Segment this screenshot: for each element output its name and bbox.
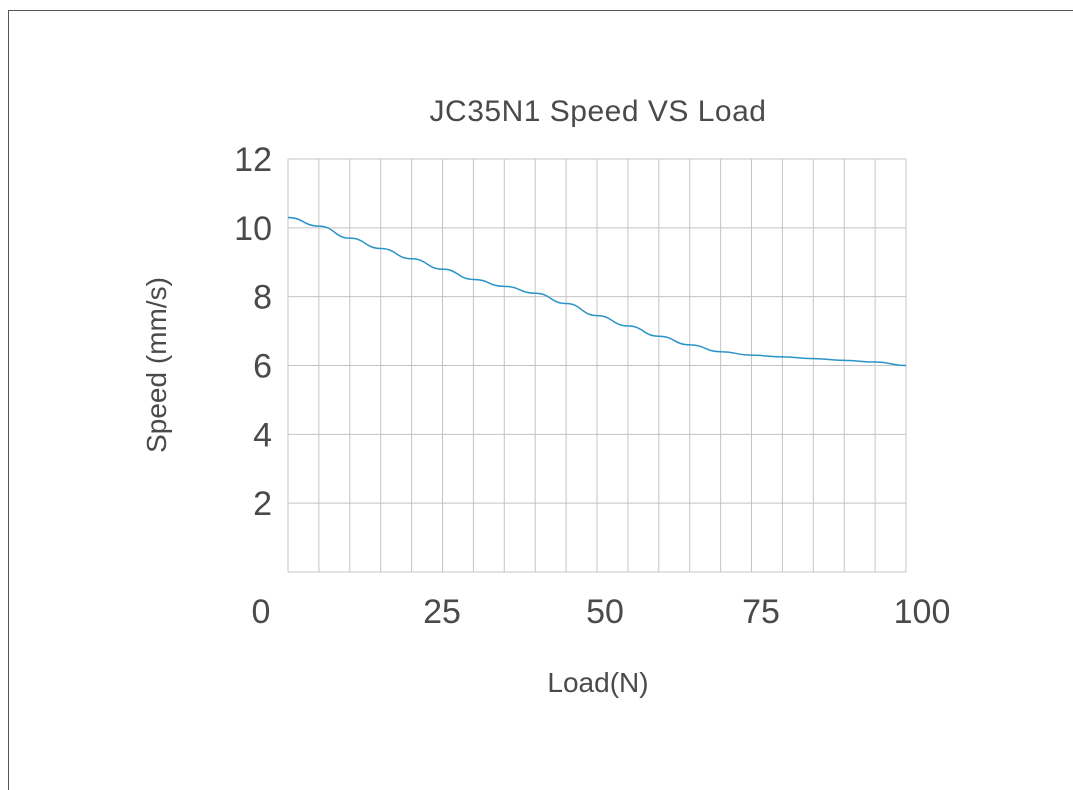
grid (287, 158, 907, 573)
y-tick-label: 8 (253, 279, 272, 317)
chart-frame (8, 10, 1073, 790)
series-group (287, 216, 907, 367)
y-tick-label: 2 (253, 485, 272, 523)
y-axis-title: Speed (mm/s) (141, 277, 172, 453)
speed-load-chart: JC35N1 Speed VS Load 2 4 6 8 10 12 0 25 50 75 100… (141, 95, 951, 698)
y-tick-label: 4 (253, 416, 272, 454)
x-tick-label: 75 (742, 593, 780, 631)
x-tick-label: 100 (894, 593, 951, 631)
y-tick-label: 12 (234, 141, 272, 179)
speed-series-line (287, 216, 907, 367)
y-tick-label: 6 (253, 348, 272, 386)
y-tick-label: 10 (234, 210, 272, 248)
x-tick-label: 0 (252, 593, 271, 631)
x-axis-title: Load(N) (547, 667, 648, 698)
x-tick-label: 50 (586, 593, 624, 631)
x-tick-label: 25 (423, 593, 461, 631)
chart-title: JC35N1 Speed VS Load (430, 95, 767, 128)
y-tick-labels: 2 4 6 8 10 12 (234, 141, 272, 523)
x-tick-labels: 0 25 50 75 100 (252, 593, 951, 631)
